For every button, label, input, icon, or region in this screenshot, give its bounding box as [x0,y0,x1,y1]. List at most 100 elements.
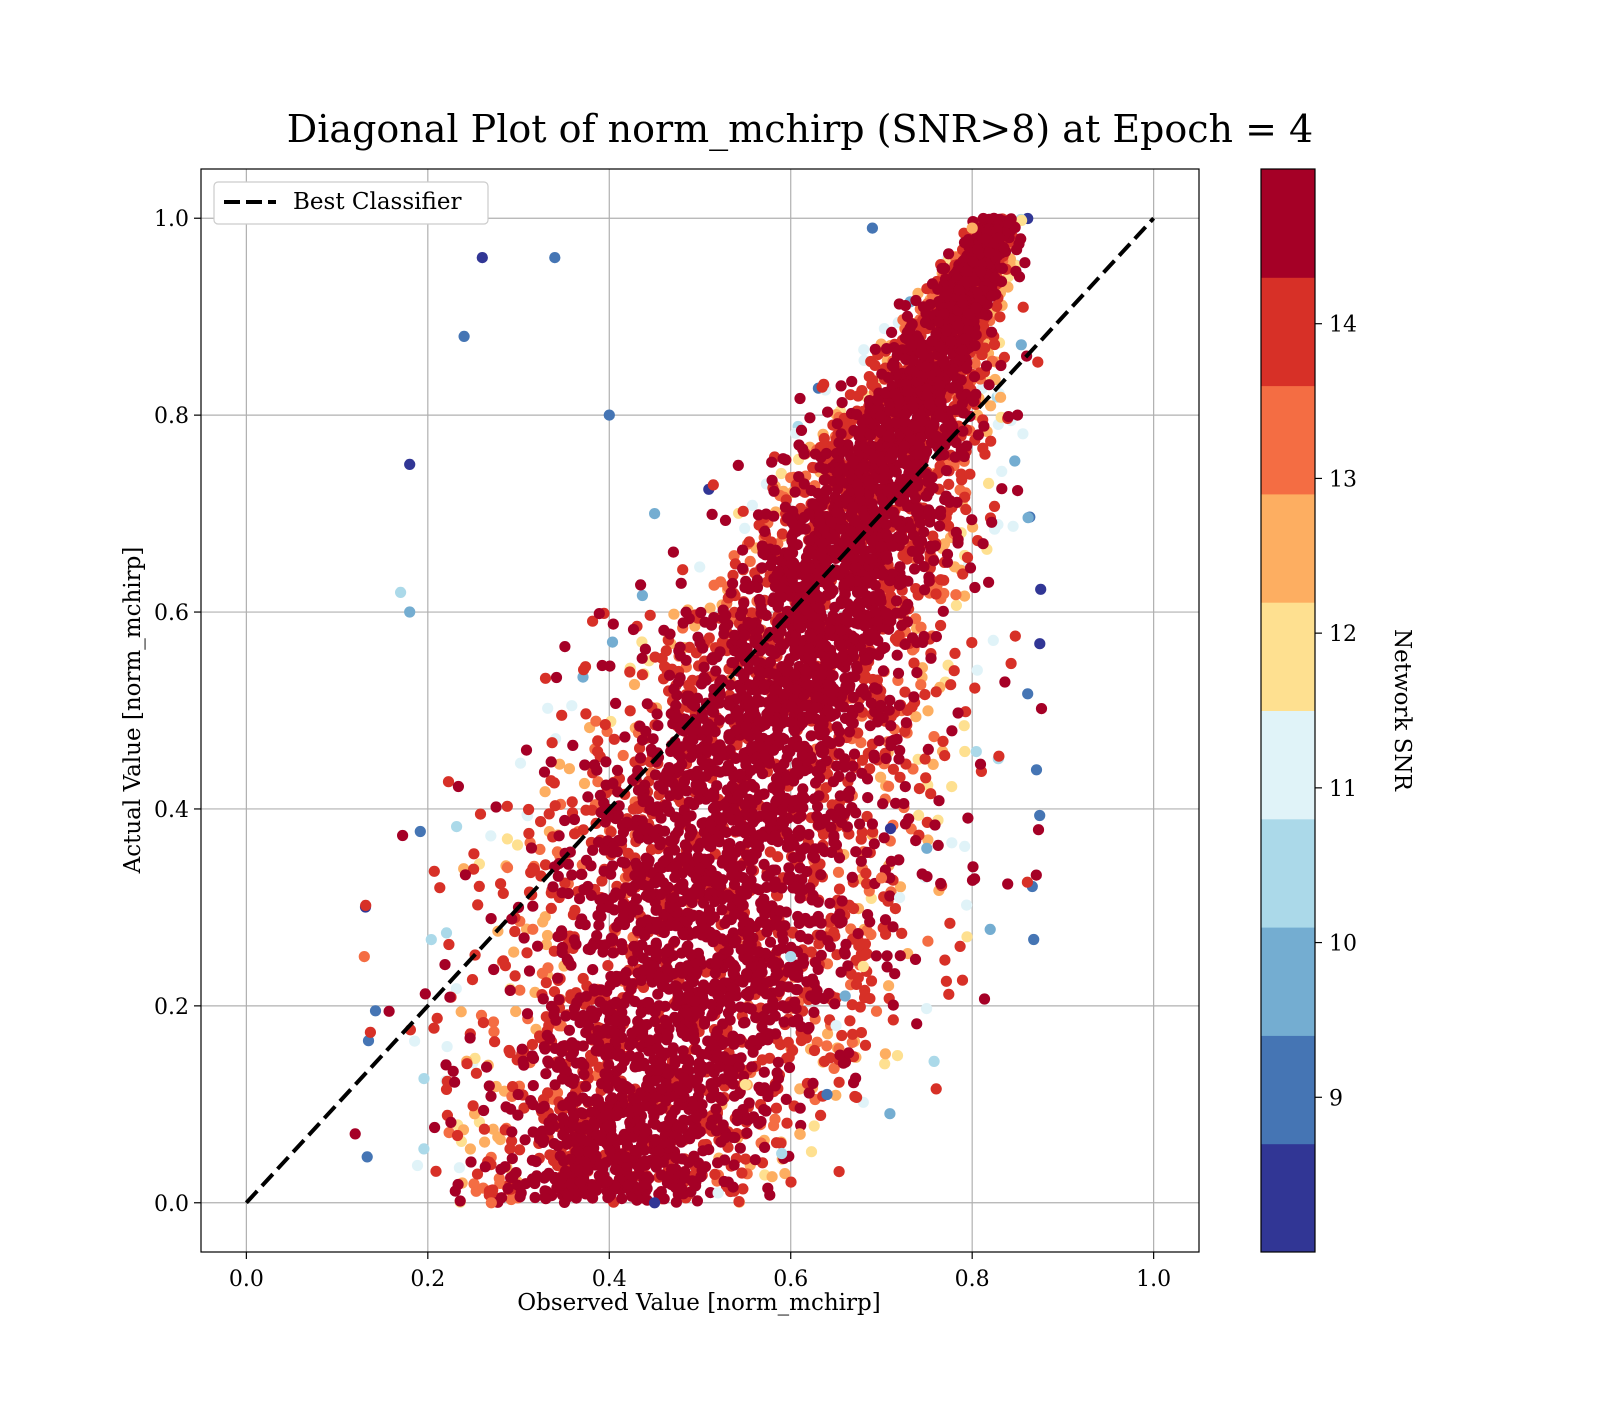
scatter-point [929,819,940,830]
scatter-point [510,1006,521,1017]
scatter-point [914,783,925,794]
scatter-point [935,878,946,889]
scatter-point [709,580,720,591]
scatter-point [823,988,834,999]
scatter-point [412,1160,423,1171]
scatter-point [576,869,587,880]
scatter-point [973,429,984,440]
scatter-point [986,327,997,338]
scatter-point [760,1105,771,1116]
scatter-point [977,443,988,454]
scatter-point [790,487,801,498]
scatter-point [925,543,936,554]
scatter-point [834,1077,845,1088]
scatter-point [757,1054,768,1065]
scatter-point [810,449,821,460]
scatter-point [523,828,534,839]
scatter-point [896,620,907,631]
scatter-point [595,984,606,995]
scatter-point [847,1029,858,1040]
scatter-point [794,918,805,929]
scatter-point [960,504,971,515]
scatter-point [1022,688,1033,699]
scatter-point [759,526,770,537]
scatter-point [569,814,580,825]
scatter-point [882,950,893,961]
scatter-point [526,842,537,853]
scatter-point [544,1149,555,1160]
scatter-point [474,881,485,892]
scatter-point [739,523,750,534]
scatter-point [509,970,520,981]
scatter-point [825,1052,836,1063]
scatter-point [532,941,543,952]
scatter-point [434,882,445,893]
scatter-point [817,382,828,393]
scatter-point [946,725,957,736]
scatter-point [1009,455,1020,466]
scatter-point [772,851,783,862]
scatter-point [824,898,835,909]
scatter-point [965,562,976,573]
scatter-point [889,968,900,979]
scatter-point [540,1170,551,1181]
scatter-point [445,1117,456,1128]
chart-title: Diagonal Plot of norm_mchirp (SNR>8) at … [287,107,1313,152]
scatter-point [567,740,578,751]
scatter-point [530,1192,541,1203]
scatter-point [612,765,623,776]
scatter-point [726,587,737,598]
scatter-point [746,865,757,876]
scatter-point [429,866,440,877]
scatter-point [837,397,848,408]
scatter-point [888,764,899,775]
scatter-point [637,669,648,680]
scatter-point [661,645,672,656]
scatter-point [966,514,977,525]
scatter-point [452,1130,463,1141]
scatter-point [933,795,944,806]
scatter-point [853,928,864,939]
scatter-point [465,1143,476,1154]
scatter-point [527,901,538,912]
scatter-point [453,781,464,792]
scatter-point [604,661,615,672]
scatter-point [624,666,635,677]
scatter-point [786,535,797,546]
scatter-point [853,390,864,401]
scatter-point [607,860,618,871]
scatter-point [813,964,824,975]
scatter-point [409,1036,420,1047]
scatter-point [546,903,557,914]
scatter-point [664,629,675,640]
scatter-point [484,1080,495,1091]
scatter-point [454,1162,465,1173]
scatter-point [629,679,640,690]
scatter-point [894,700,905,711]
scatter-point [996,466,1007,477]
scatter-point [853,940,864,951]
scatter-point [495,878,506,889]
scatter-point [879,832,890,843]
scatter-point [642,698,653,709]
scatter-point [930,588,941,599]
scatter-point [676,578,687,589]
scatter-point [766,812,777,823]
scatter-point [885,720,896,731]
scatter-point [847,999,858,1010]
scatter-point [415,826,426,837]
scatter-point [571,997,582,1008]
scatter-point [640,644,651,655]
scatter-point [966,637,977,648]
scatter-point [888,1000,899,1011]
scatter-point [720,515,731,526]
scatter-point [834,1166,845,1177]
scatter-point [834,748,845,759]
scatter-point [983,478,994,489]
scatter-point [509,926,520,937]
scatter-point [900,781,911,792]
scatter-point [931,686,942,697]
scatter-point [540,673,551,684]
scatter-point [738,506,749,517]
